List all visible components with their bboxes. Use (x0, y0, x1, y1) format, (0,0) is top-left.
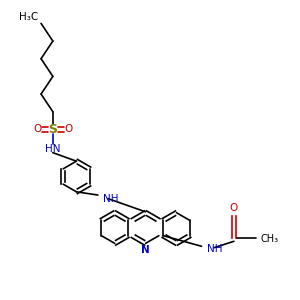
Text: HN: HN (45, 143, 61, 154)
Text: O: O (33, 124, 42, 134)
Text: NH: NH (103, 194, 118, 204)
Text: H₃C: H₃C (20, 12, 39, 22)
Text: O: O (64, 124, 72, 134)
Text: S: S (48, 123, 57, 136)
Text: N: N (141, 245, 150, 255)
Text: CH₃: CH₃ (260, 234, 278, 244)
Text: NH: NH (207, 244, 223, 254)
Text: O: O (230, 203, 238, 213)
